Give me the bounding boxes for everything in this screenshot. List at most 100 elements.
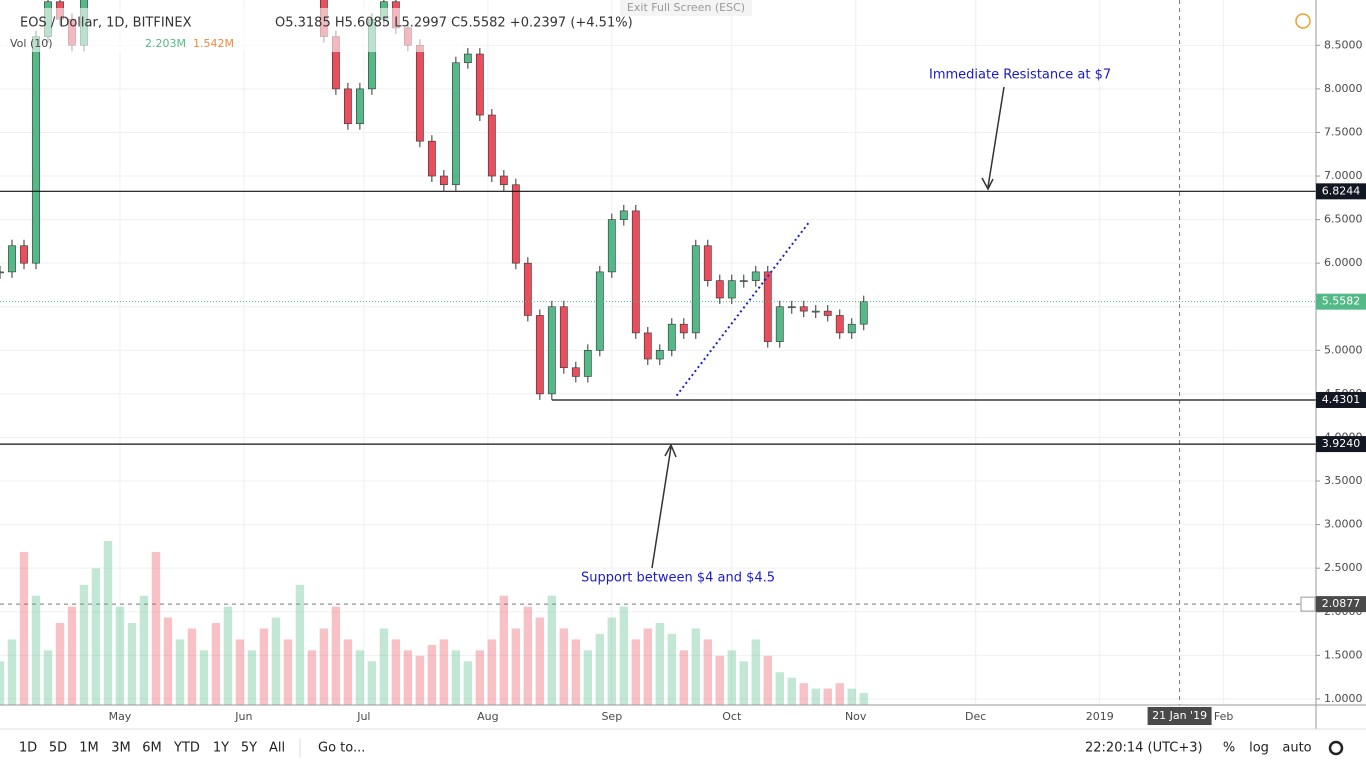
- volume-bar: [199, 650, 209, 705]
- volume-bar: [511, 628, 521, 705]
- candle-body: [499, 175, 508, 186]
- x-tick-label: Nov: [845, 710, 867, 723]
- volume-bar: [487, 639, 497, 705]
- volume-bar: [775, 672, 784, 705]
- volume-bar: [175, 639, 185, 705]
- candle-body: [715, 280, 724, 299]
- scale-option[interactable]: auto: [1282, 741, 1311, 756]
- price-badge-label: 3.9240: [1322, 437, 1361, 450]
- crosshair-plus[interactable]: [1300, 596, 1316, 612]
- candle-body: [703, 245, 712, 281]
- y-tick-label: 6.5000: [1324, 213, 1363, 226]
- y-tick-label: 3.5000: [1324, 474, 1363, 487]
- volume-bar: [247, 650, 257, 705]
- candle-body: [535, 315, 544, 395]
- volume-bar: [19, 551, 29, 705]
- candle-body: [655, 350, 664, 360]
- exit-bg[interactable]: [620, 0, 752, 16]
- x-tick-label: Oct: [722, 710, 742, 723]
- volume-bar: [691, 628, 700, 705]
- candle-body: [451, 62, 460, 186]
- candle-body: [667, 323, 676, 351]
- axes: 1.00001.50002.00002.50003.00003.50004.00…: [109, 38, 1366, 725]
- volume-bar: [307, 650, 317, 705]
- candle-body: [847, 323, 856, 334]
- volume-bar: [643, 628, 653, 705]
- x-tick-label: Aug: [477, 710, 498, 723]
- arrow: [651, 446, 672, 569]
- volume-bar: [619, 606, 629, 705]
- volume-bar: [835, 683, 844, 705]
- arrow: [987, 86, 1005, 188]
- candle-body: [775, 306, 784, 342]
- candle-body: [787, 306, 796, 309]
- alert-icon[interactable]: [1295, 13, 1311, 29]
- volume-bar: [223, 606, 233, 705]
- candle-body: [427, 140, 436, 177]
- range-button[interactable]: 5D: [49, 741, 67, 756]
- candle-body: [511, 184, 520, 264]
- range-button[interactable]: 1M: [79, 741, 99, 756]
- volume-bar: [463, 661, 473, 705]
- y-tick-label: 7.5000: [1324, 125, 1363, 138]
- x-tick-label: Jul: [356, 710, 370, 723]
- volume-ma: 1.542M: [193, 37, 234, 50]
- y-tick-label: 3.0000: [1324, 518, 1363, 531]
- volume-bar: [631, 639, 641, 705]
- candle-body: [595, 271, 604, 351]
- price-badge: [1316, 436, 1366, 453]
- candle-body: [439, 175, 448, 186]
- goto-button[interactable]: Go to...: [318, 741, 365, 756]
- symbol-title: EOS / Dollar, 1D, BITFINEX: [20, 16, 192, 31]
- volume-bar: [763, 655, 772, 705]
- price-pane: [0, 0, 1316, 445]
- volume-bar: [799, 683, 808, 705]
- toolbar: 1D 5D 1M 3M 6M YTD 1Y 5Y All Go to... 22:20:14 (UT…: [19, 738, 1344, 758]
- volume-bar: [751, 639, 760, 705]
- volume-bar: [595, 633, 605, 705]
- candle-body: [523, 262, 532, 316]
- annotation: Support between $4 and $4.5: [581, 571, 775, 586]
- y-tick-label: 8.0000: [1324, 82, 1363, 95]
- candle-body: [559, 306, 568, 369]
- volume-bar: [583, 650, 593, 705]
- x-tick-label: Sep: [601, 710, 622, 723]
- x-tick-label: Jun: [234, 710, 252, 723]
- range-button[interactable]: 1Y: [213, 741, 229, 756]
- volume-bar: [475, 650, 485, 705]
- scale-option[interactable]: %: [1223, 741, 1235, 756]
- volume-bar: [127, 623, 137, 705]
- range-button[interactable]: YTD: [173, 741, 200, 756]
- volume-bar: [163, 617, 173, 705]
- volume-bar: [319, 628, 329, 705]
- volume-bar: [391, 639, 401, 705]
- candle-body: [751, 271, 760, 281]
- settings-icon[interactable]: [1328, 740, 1344, 756]
- range-button[interactable]: All: [269, 741, 285, 756]
- range-button[interactable]: 6M: [142, 741, 162, 756]
- candle-body: [583, 350, 592, 377]
- volume-bar: [55, 623, 65, 705]
- candle-body: [799, 306, 808, 312]
- volume-bar: [547, 595, 557, 705]
- candle-body: [0, 271, 4, 274]
- candle-body: [355, 88, 364, 125]
- volume-bar: [451, 650, 461, 705]
- volume-bar: [727, 650, 736, 705]
- range-button[interactable]: 3M: [111, 741, 131, 756]
- range-button[interactable]: 5Y: [241, 741, 257, 756]
- volume-bar: [355, 650, 365, 705]
- exit-fullscreen[interactable]: Exit Full Screen (ESC): [627, 1, 745, 14]
- volume-bar: [847, 688, 856, 705]
- y-tick-label: 1.0000: [1324, 692, 1363, 705]
- volume-bar: [859, 692, 868, 705]
- scale-option[interactable]: log: [1249, 741, 1269, 756]
- y-tick-label: 5.0000: [1324, 343, 1363, 356]
- volume-bar: [715, 655, 724, 705]
- volume-bar: [259, 628, 269, 705]
- volume-bar: [139, 595, 149, 705]
- candle-body: [571, 367, 580, 377]
- volume-bar: [439, 639, 449, 705]
- price-badge-label: 4.4301: [1322, 393, 1361, 406]
- range-button[interactable]: 1D: [19, 741, 37, 756]
